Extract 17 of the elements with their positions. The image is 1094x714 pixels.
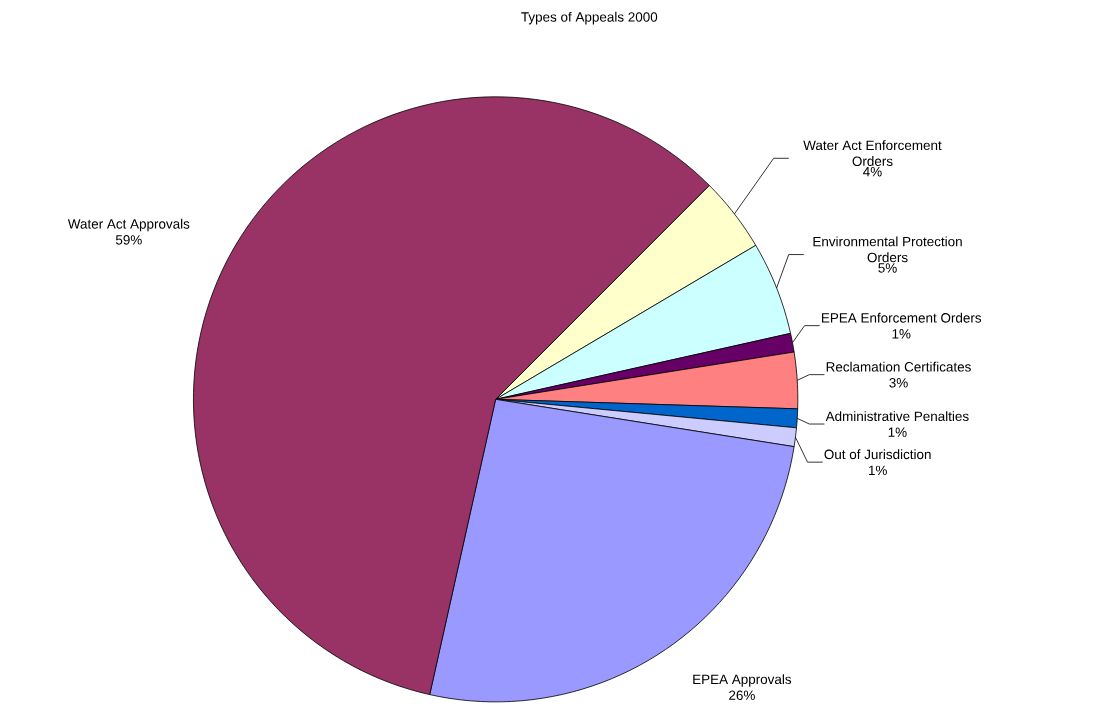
slice-label: Water Act Approvals <box>67 218 190 232</box>
chart-title: Types of Appeals 2000 <box>521 11 658 25</box>
slice-label: Administrative Penalties <box>825 411 969 422</box>
slice-label: Environmental Protection Orders <box>813 236 962 263</box>
slice-label: EPEA Approvals <box>693 674 792 687</box>
slice-label: Out of Jurisdiction <box>824 449 931 460</box>
slice-label: Water Act Enforcement Orders <box>803 140 942 166</box>
data-label: 1% <box>892 329 911 339</box>
data-label: 5% <box>878 263 897 273</box>
slice-label: EPEA Enforcement Orders <box>821 312 982 323</box>
data-label: 4% <box>863 166 882 177</box>
data-label: 3% <box>889 378 908 388</box>
data-label: 1% <box>888 427 907 437</box>
data-label: 59% <box>115 235 142 245</box>
slice-label: Reclamation Certificates <box>826 361 971 372</box>
data-label: 26% <box>729 690 755 700</box>
data-label: 1% <box>868 465 887 476</box>
